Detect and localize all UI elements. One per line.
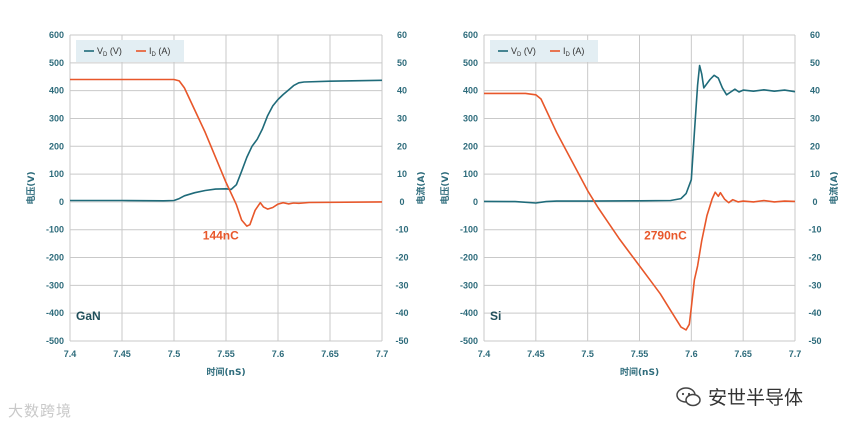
y-left-axis-title: 电压(V) bbox=[439, 171, 451, 204]
charge-annotation: 2790nC bbox=[644, 228, 687, 242]
y-right-tick-label: 60 bbox=[397, 30, 407, 40]
y-left-tick-label: 300 bbox=[49, 113, 64, 123]
y-right-axis-title: 电流(A) bbox=[828, 171, 840, 204]
panel-label: GaN bbox=[76, 309, 101, 323]
series-line-id bbox=[484, 92, 796, 331]
series-line-id bbox=[70, 78, 383, 227]
brand-badge: 安世半导体 bbox=[676, 383, 803, 410]
y-right-axis-title: 电流(A) bbox=[415, 171, 427, 204]
y-right-tick-label: 60 bbox=[810, 30, 820, 40]
x-tick-label: 7.65 bbox=[321, 349, 339, 359]
chart-panel-gan: 7.4 7.45 7.5 7.55 7.6 7.65 7.76005004003002001… bbox=[25, 30, 427, 378]
chart-panel-si: 7.4 7.45 7.5 7.55 7.6 7.65 7.76005004003002001… bbox=[439, 30, 840, 378]
y-left-axis-title: 电压(V) bbox=[25, 171, 37, 204]
series-line-vd bbox=[483, 64, 796, 204]
y-left-tick-label: 0 bbox=[473, 197, 478, 207]
y-right-tick-label: -40 bbox=[395, 308, 408, 318]
y-left-tick-label: -100 bbox=[460, 225, 478, 235]
y-right-tick-label: 10 bbox=[810, 169, 820, 179]
y-left-tick-label: 500 bbox=[463, 58, 478, 68]
x-tick-label: 7.65 bbox=[734, 349, 752, 359]
y-right-tick-label: -30 bbox=[395, 280, 408, 290]
y-left-tick-label: 300 bbox=[463, 113, 478, 123]
x-tick-label: 7.5 bbox=[581, 349, 594, 359]
legend-label-id: ID (A) bbox=[563, 46, 584, 58]
x-axis-title: 时间(nS) bbox=[206, 366, 245, 378]
y-left-tick-label: -400 bbox=[460, 308, 478, 318]
y-left-tick-label: 100 bbox=[463, 169, 478, 179]
y-right-tick-label: 10 bbox=[397, 169, 407, 179]
y-right-tick-label: -30 bbox=[808, 280, 821, 290]
y-left-tick-label: -500 bbox=[460, 336, 478, 346]
y-right-tick-label: 30 bbox=[810, 113, 820, 123]
x-tick-label: 7.7 bbox=[789, 349, 802, 359]
x-tick-label: 7.55 bbox=[217, 349, 235, 359]
y-left-tick-label: 600 bbox=[49, 30, 64, 40]
y-right-tick-label: 20 bbox=[810, 141, 820, 151]
legend-box bbox=[76, 40, 184, 62]
series-line-vd bbox=[70, 79, 383, 202]
y-right-tick-label: 20 bbox=[397, 141, 407, 151]
x-axis-title: 时间(nS) bbox=[620, 366, 659, 378]
x-tick-label: 7.5 bbox=[168, 349, 181, 359]
y-left-tick-label: -300 bbox=[460, 280, 478, 290]
y-right-tick-label: -40 bbox=[808, 308, 821, 318]
y-left-tick-label: 600 bbox=[463, 30, 478, 40]
y-left-tick-label: -500 bbox=[46, 336, 64, 346]
y-left-tick-label: -200 bbox=[460, 253, 478, 263]
x-tick-label: 7.4 bbox=[64, 349, 77, 359]
y-right-tick-label: -20 bbox=[395, 253, 408, 263]
y-left-tick-label: 500 bbox=[49, 58, 64, 68]
y-left-tick-label: 200 bbox=[463, 141, 478, 151]
x-tick-label: 7.6 bbox=[272, 349, 285, 359]
y-right-tick-label: 40 bbox=[397, 86, 407, 96]
y-right-tick-label: 50 bbox=[397, 58, 407, 68]
y-right-tick-label: 30 bbox=[397, 113, 407, 123]
y-right-tick-label: -50 bbox=[395, 336, 408, 346]
y-left-tick-label: 0 bbox=[59, 197, 64, 207]
charge-annotation: 144nC bbox=[203, 228, 239, 242]
y-right-tick-label: -10 bbox=[395, 225, 408, 235]
y-left-tick-label: -100 bbox=[46, 225, 64, 235]
legend-label-vd: VD (V) bbox=[97, 46, 122, 58]
brand-name: 安世半导体 bbox=[708, 387, 804, 409]
legend-label-vd: VD (V) bbox=[511, 46, 536, 58]
y-left-tick-label: -400 bbox=[46, 308, 64, 318]
y-right-tick-label: 0 bbox=[812, 197, 817, 207]
y-right-tick-label: 50 bbox=[810, 58, 820, 68]
y-right-tick-label: -10 bbox=[808, 225, 821, 235]
watermark-text: 大数跨境 bbox=[8, 402, 73, 420]
y-right-tick-label: -50 bbox=[808, 336, 821, 346]
y-right-tick-label: -20 bbox=[808, 253, 821, 263]
y-right-tick-label: 40 bbox=[810, 86, 820, 96]
y-left-tick-label: 200 bbox=[49, 141, 64, 151]
y-left-tick-label: 400 bbox=[463, 86, 478, 96]
y-left-tick-label: 400 bbox=[49, 86, 64, 96]
x-tick-label: 7.45 bbox=[527, 349, 545, 359]
y-right-tick-label: 0 bbox=[399, 197, 404, 207]
x-tick-label: 7.45 bbox=[113, 349, 131, 359]
panel-label: Si bbox=[490, 309, 501, 323]
x-tick-label: 7.7 bbox=[376, 349, 389, 359]
x-tick-label: 7.6 bbox=[685, 349, 698, 359]
x-tick-label: 7.4 bbox=[478, 349, 491, 359]
y-left-tick-label: -200 bbox=[46, 253, 64, 263]
y-left-tick-label: -300 bbox=[46, 280, 64, 290]
legend-label-id: ID (A) bbox=[149, 46, 170, 58]
wechat-icon bbox=[676, 386, 701, 406]
legend-box bbox=[490, 40, 598, 62]
x-tick-label: 7.55 bbox=[631, 349, 649, 359]
y-left-tick-label: 100 bbox=[49, 169, 64, 179]
